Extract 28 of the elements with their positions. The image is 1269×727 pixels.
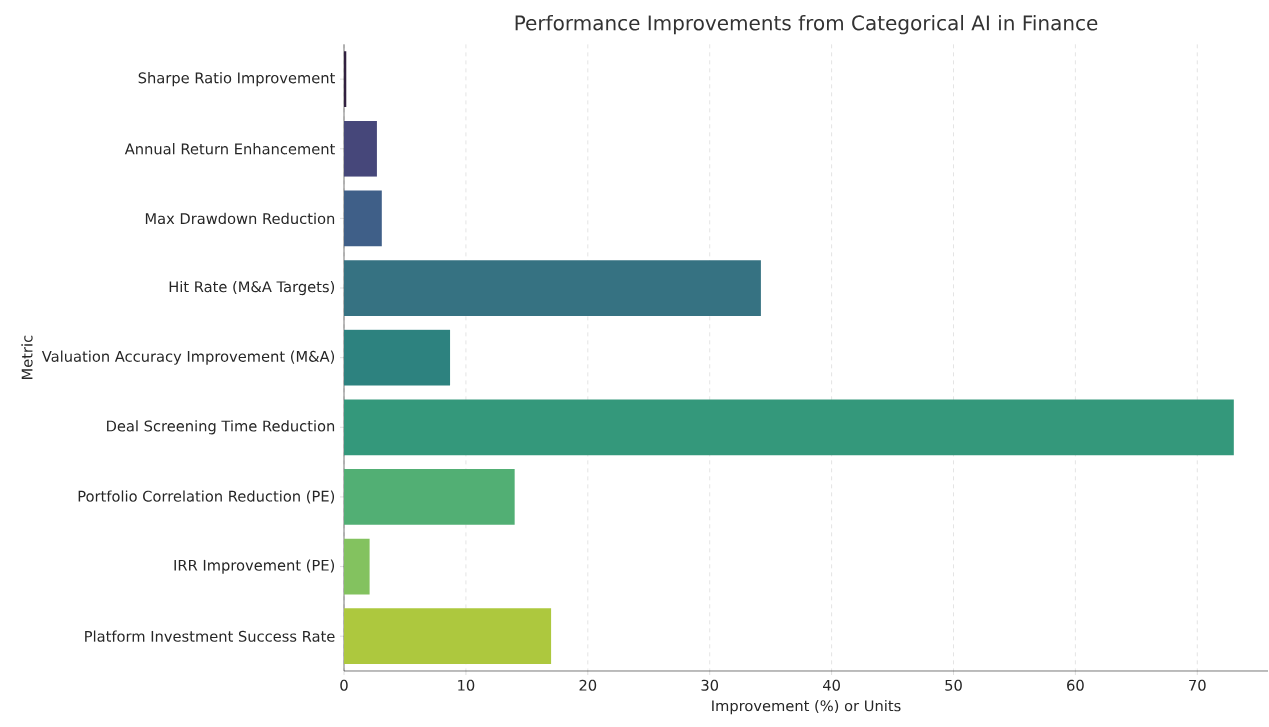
x-tick-label: 50 xyxy=(945,679,962,691)
x-tick-label: 60 xyxy=(1067,679,1084,691)
bar xyxy=(344,190,382,247)
x-tick-label: 20 xyxy=(579,679,597,691)
bar xyxy=(344,608,552,665)
bar xyxy=(344,260,761,316)
y-tick-label: IRR Improvement (PE) xyxy=(174,559,335,574)
bar xyxy=(344,120,377,177)
y-tick-label: Platform Investment Success Rate xyxy=(85,630,335,642)
chart-title: Performance Improvements from Categorical AI in Finance xyxy=(515,14,1098,35)
x-tick-label: 40 xyxy=(822,679,840,691)
y-tick-label: Hit Rate (M&A Targets) xyxy=(169,280,335,296)
x-tick-label: 10 xyxy=(458,679,475,691)
x-tick-label: 0 xyxy=(340,679,348,691)
x-tick-label: 30 xyxy=(701,679,719,691)
y-tick-label: Max Drawdown Reduction xyxy=(145,212,335,225)
x-axis-title: Improvement (%) or Units xyxy=(712,699,901,715)
y-tick-label: Sharpe Ratio Improvement xyxy=(138,72,335,87)
x-tick-label: 70 xyxy=(1189,679,1206,691)
bar xyxy=(344,329,451,386)
y-tick-label: Valuation Accuracy Improvement (M&A) xyxy=(41,350,335,365)
y-tick-label: Deal Screening Time Reduction xyxy=(107,420,335,435)
y-axis-title: Metric xyxy=(21,335,33,380)
bar xyxy=(344,538,370,595)
y-tick-label: Portfolio Correlation Reduction (PE) xyxy=(78,490,335,504)
bar xyxy=(344,399,1234,456)
bar xyxy=(344,469,515,525)
y-tick-label: Annual Return Enhancement xyxy=(124,143,335,155)
